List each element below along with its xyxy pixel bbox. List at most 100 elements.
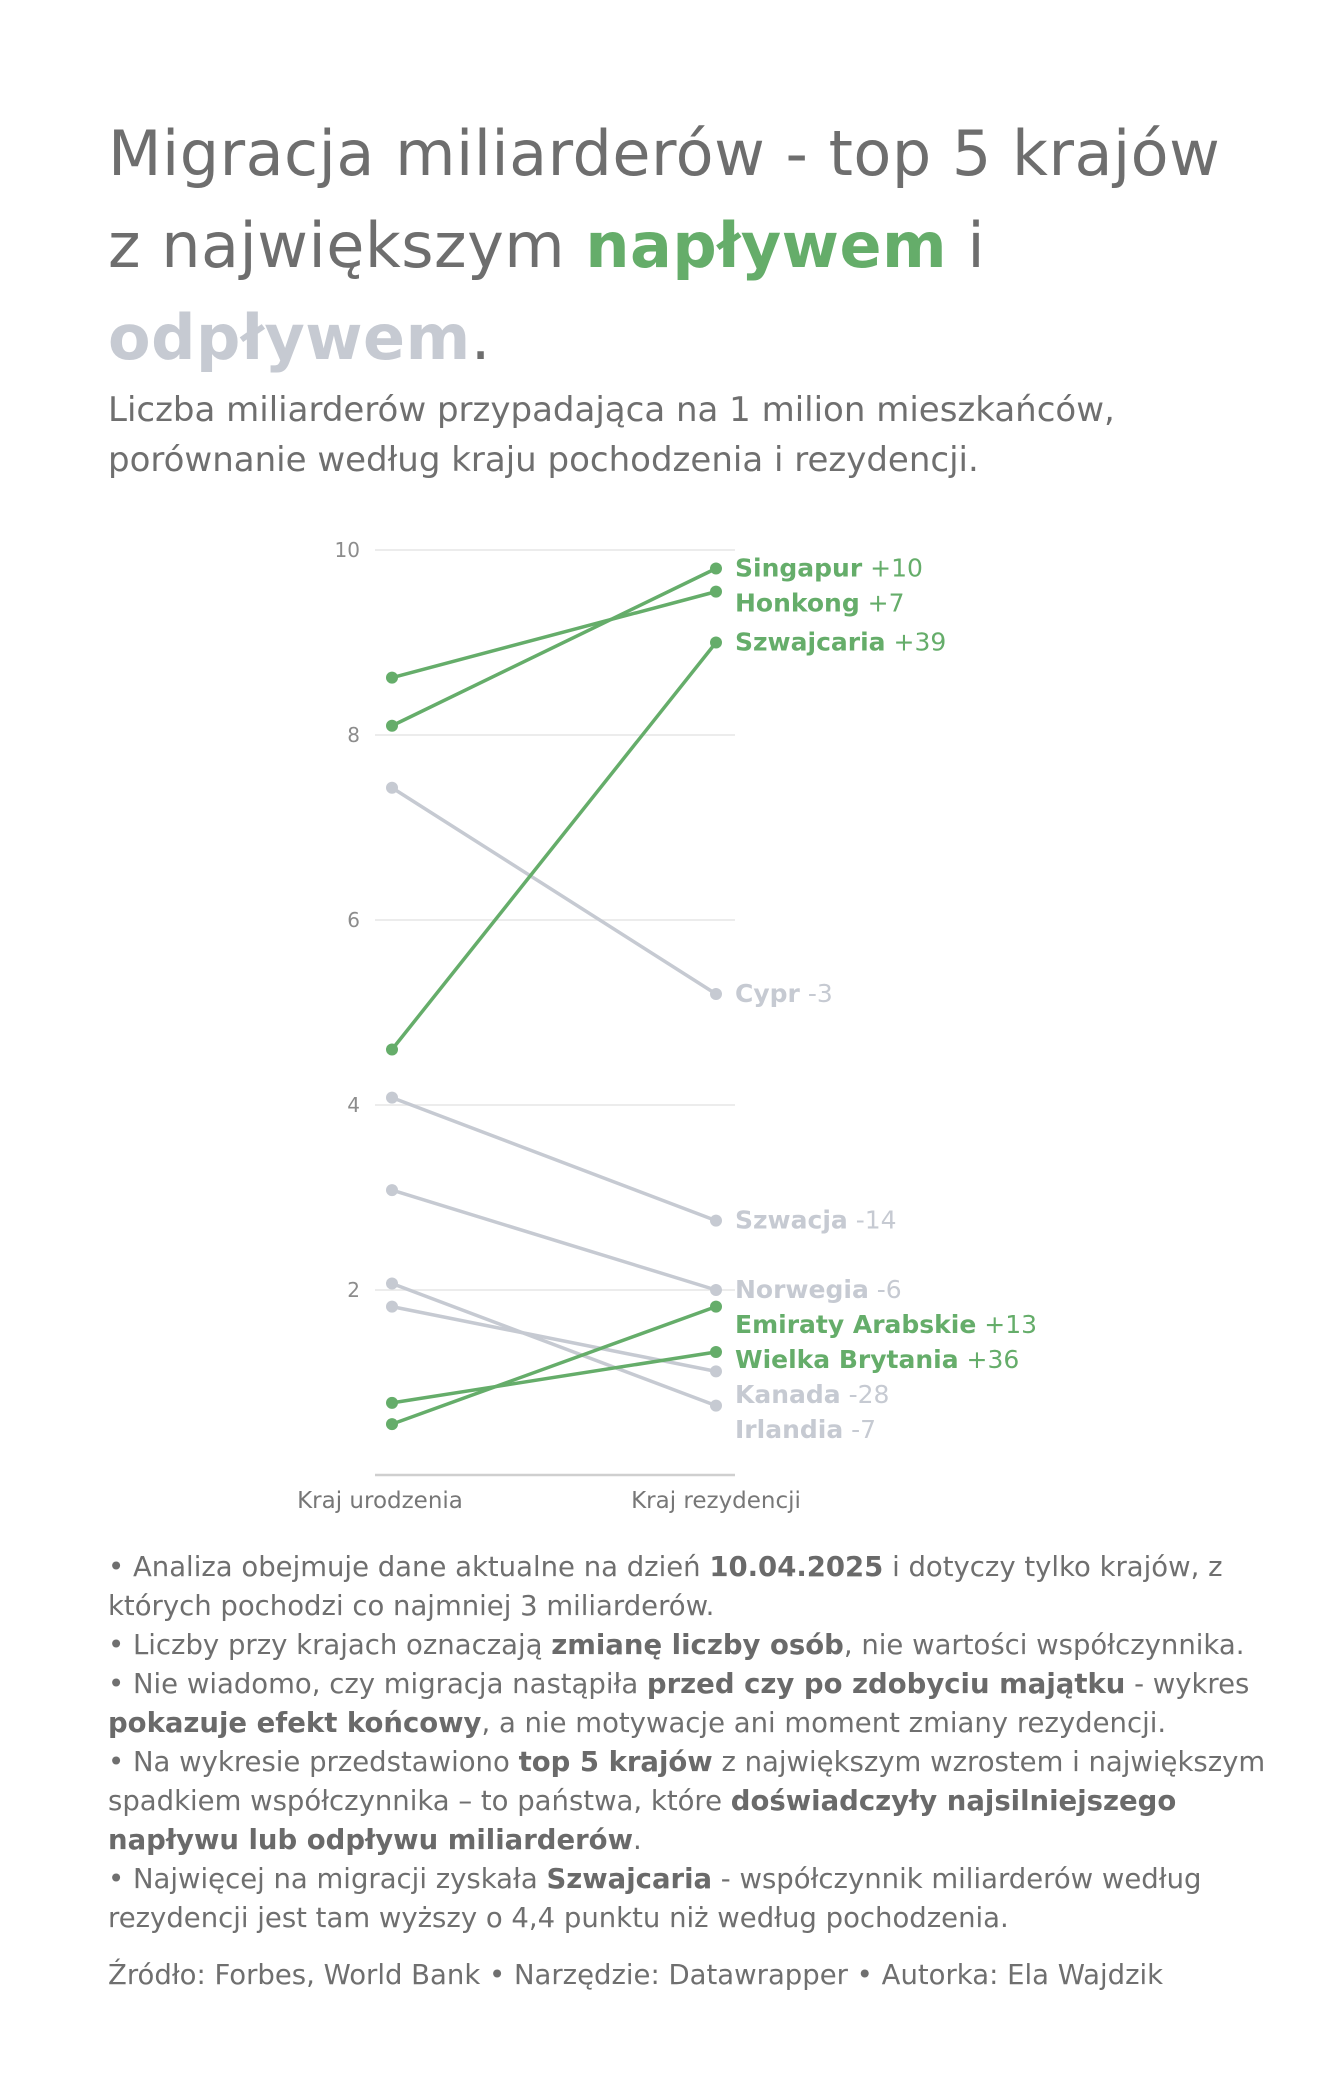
series-point-end — [710, 1300, 722, 1313]
notes: • Analiza obejmuje dane aktualne na dzie… — [108, 1548, 1288, 1938]
x-category-label: Kraj urodzenia — [297, 1488, 463, 1514]
note-text: • Liczby przy krajach oznaczają — [108, 1629, 552, 1661]
y-tick-label: 2 — [347, 1278, 360, 1302]
title-part-1: Migracja miliarderów - top 5 krajów z na… — [108, 117, 1221, 282]
note-text: z największym wzrostem i największym spa… — [108, 1746, 1266, 1817]
series-name: Szwacja — [735, 1206, 848, 1235]
series-change: -7 — [843, 1415, 876, 1444]
note-emphasis: top 5 krajów — [518, 1746, 713, 1778]
series-line-norwegia — [390, 1188, 718, 1292]
series-label: Singapur +10 — [735, 554, 923, 583]
slope-chart: 2 4 6 8 10 Kraj urodzenia Kraj rezydencji Cypr … — [297, 538, 1037, 1514]
subtitle: Liczba miliarderów przypadająca na 1 mil… — [108, 390, 1115, 480]
note-emphasis: Szwajcaria — [546, 1863, 713, 1895]
note-text: • Najwięcej na migracji zyskała — [108, 1863, 547, 1895]
title-part-3: . — [470, 301, 491, 374]
y-tick-label: 10 — [335, 538, 360, 562]
series-point-start — [386, 1277, 398, 1290]
note-text: , a nie motywacje ani moment zmiany rezy… — [481, 1707, 1167, 1739]
series-change: +36 — [959, 1345, 1020, 1374]
series-label: Cypr -3 — [735, 979, 833, 1008]
note-item: • Najwięcej na migracji zyskała Szwajcar… — [108, 1860, 1288, 1938]
series-line-cypr — [390, 785, 718, 996]
series-point-start — [386, 1043, 398, 1056]
series-line-emiraty-arabskie — [390, 1304, 718, 1426]
y-tick-label: 8 — [347, 723, 360, 747]
series-label: Kanada -28 — [735, 1380, 889, 1409]
series-point-end — [710, 988, 722, 1000]
series-point-end — [710, 585, 722, 598]
series-point-end — [710, 1345, 722, 1358]
series-label: Szwacja -14 — [735, 1206, 897, 1235]
page-title: Migracja miliarderów - top 5 krajów z na… — [108, 108, 1258, 384]
series-name: Singapur — [735, 554, 863, 583]
series-change: -28 — [841, 1380, 890, 1409]
series-label: Wielka Brytania +36 — [735, 1345, 1019, 1374]
series-line-szwacja — [390, 1095, 718, 1223]
series-label: Norwegia -6 — [735, 1275, 902, 1304]
series-point-end — [710, 1399, 722, 1412]
series-name: Honkong — [735, 589, 860, 618]
note-text: , nie wartości współczynnika. — [843, 1629, 1245, 1661]
series-name: Irlandia — [735, 1415, 843, 1444]
series-point-start — [386, 1300, 398, 1313]
series-change: +13 — [976, 1310, 1037, 1339]
series-line-singapur — [390, 566, 718, 728]
series-point-start — [386, 1091, 398, 1104]
series-line-honkong — [390, 589, 718, 680]
note-text: - współczynnik miliarderów według rezyde… — [108, 1863, 1202, 1934]
series-change: +10 — [862, 554, 923, 583]
series-name: Kanada — [735, 1380, 841, 1409]
note-item: • Analiza obejmuje dane aktualne na dzie… — [108, 1548, 1288, 1626]
series-line-kanada — [390, 1304, 718, 1374]
series-line-irlandia — [390, 1281, 718, 1408]
series-label: Irlandia -7 — [735, 1415, 876, 1444]
note-emphasis: zmianę liczby osób — [551, 1629, 844, 1661]
note-text: • Nie wiadomo, czy migracja nastąpiła — [108, 1668, 647, 1700]
series-point-end — [710, 562, 722, 575]
note-emphasis: 10.04.2025 — [709, 1551, 884, 1583]
note-text: • Na wykresie przedstawiono — [108, 1746, 519, 1778]
series-label: Szwajcaria +39 — [735, 628, 946, 657]
note-text: • Analiza obejmuje dane aktualne na dzie… — [108, 1551, 710, 1583]
series-change: -6 — [869, 1275, 902, 1304]
series-label: Honkong +7 — [735, 589, 905, 618]
series-line-wielka-brytania — [390, 1350, 718, 1405]
note-emphasis: doświadczyły najsilniejszego napływu lub… — [108, 1785, 1177, 1856]
series-change: -3 — [800, 979, 833, 1008]
series-change: +7 — [860, 589, 905, 618]
series-point-start — [386, 1184, 398, 1197]
note-text: - wykres — [1125, 1668, 1250, 1700]
note-item: • Liczby przy krajach oznaczają zmianę l… — [108, 1626, 1288, 1665]
series-name: Norwegia — [735, 1275, 869, 1304]
series-point-end — [710, 1284, 722, 1296]
series-line-szwajcaria — [390, 640, 718, 1052]
note-item: • Na wykresie przedstawiono top 5 krajów… — [108, 1743, 1288, 1860]
series-point-end — [710, 1365, 722, 1378]
series-point-end — [710, 636, 722, 649]
series-point-end — [710, 1214, 722, 1227]
series-point-start — [386, 781, 398, 794]
note-emphasis: pokazuje efekt końcowy — [108, 1707, 482, 1739]
y-tick-label: 4 — [347, 1093, 360, 1117]
series-name: Szwajcaria — [735, 628, 886, 657]
series-point-start — [386, 671, 398, 684]
note-text: i dotyczy tylko krajów, z których pochod… — [108, 1551, 1223, 1622]
series-change: -14 — [848, 1206, 897, 1235]
source-line: Źródło: Forbes, World Bank • Narzędzie: … — [108, 1959, 1164, 1991]
series-point-start — [386, 719, 398, 732]
title-part-2: i — [947, 209, 986, 282]
title-highlight-inflow: napływem — [585, 209, 948, 282]
title-highlight-outflow: odpływem — [108, 301, 471, 374]
y-tick-label: 6 — [347, 908, 360, 932]
note-emphasis: przed czy po zdobyciu majątku — [646, 1668, 1126, 1700]
series-change: +39 — [886, 628, 947, 657]
series-point-start — [386, 1396, 398, 1409]
series-name: Emiraty Arabskie — [735, 1310, 976, 1339]
series-name: Wielka Brytania — [735, 1345, 959, 1374]
series-name: Cypr — [735, 979, 801, 1008]
note-item: • Nie wiadomo, czy migracja nastąpiła pr… — [108, 1665, 1288, 1743]
series-label: Emiraty Arabskie +13 — [735, 1310, 1037, 1339]
series-point-start — [386, 1418, 398, 1431]
